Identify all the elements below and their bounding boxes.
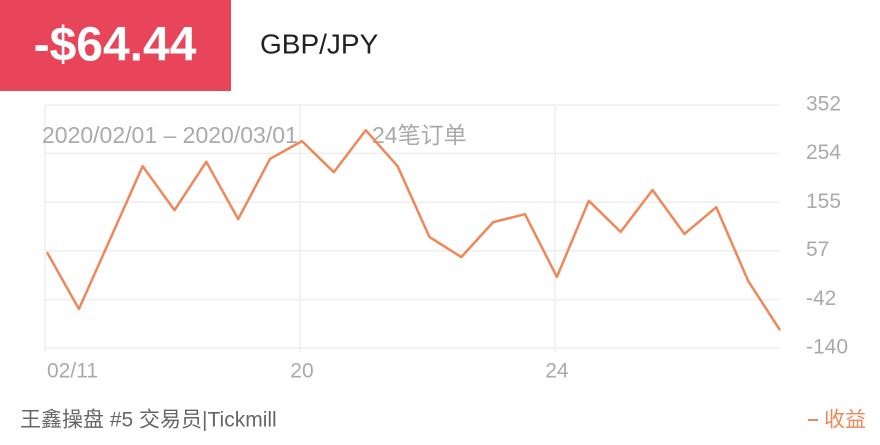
y-tick-label: 57 xyxy=(806,238,829,261)
y-tick-label: 155 xyxy=(806,190,841,213)
x-tick-label: 20 xyxy=(290,360,313,383)
subtitle: 2020/02/01 – 2020/03/01 xyxy=(42,122,298,148)
y-tick-label: -140 xyxy=(806,336,848,359)
line-series xyxy=(45,128,782,331)
pnl-value: -$64.44 xyxy=(34,19,197,72)
pnl-badge xyxy=(0,0,231,91)
pair: GBP/JPY xyxy=(260,28,379,59)
count-label: 24笔订单 xyxy=(372,122,467,148)
trader: 王鑫操盘 #5 交易员|Tickmill xyxy=(20,409,277,432)
y-tick-label: 254 xyxy=(806,141,841,164)
y-tick-label: -42 xyxy=(806,287,836,310)
y-tick-label: 352 xyxy=(806,93,841,116)
legend-label: 收益 xyxy=(824,409,866,432)
x-tick-label: 24 xyxy=(545,360,569,383)
x-tick-label: 02/11 xyxy=(47,360,98,383)
